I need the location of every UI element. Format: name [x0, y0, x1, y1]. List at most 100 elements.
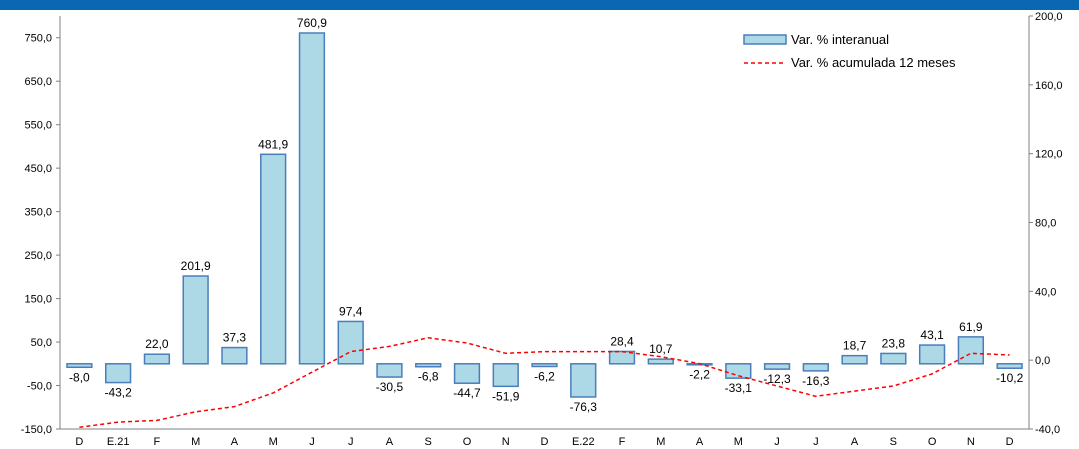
right-tick-label: 0,0: [1035, 355, 1050, 367]
bar-value-label: 18,7: [843, 339, 867, 353]
bar-value-label: 23,8: [882, 336, 906, 350]
bar: [298, 32, 326, 365]
bar-value-label: -10,2: [996, 371, 1024, 385]
left-tick-label: 650,0: [24, 76, 52, 88]
bar: [880, 352, 907, 365]
x-tick-label: N: [502, 436, 510, 448]
bar-value-label: 481,9: [258, 137, 288, 151]
bar-value-label: 201,9: [181, 259, 211, 273]
bar-value-label: -12,3: [763, 372, 791, 386]
bar-value-label: 37,3: [223, 331, 247, 345]
bar: [376, 363, 403, 378]
x-tick-label: J: [774, 436, 780, 448]
bar-value-label: 22,0: [145, 337, 169, 351]
bar: [337, 320, 364, 365]
bar: [647, 358, 674, 365]
bar: [66, 363, 93, 369]
left-tick-label: -50,0: [27, 381, 52, 393]
legend-label: Var. % interanual: [791, 32, 889, 47]
x-tick-label: D: [75, 436, 83, 448]
x-tick-label: J: [813, 436, 819, 448]
data-labels: -8,0 -43,2 22,0 201,9 37,3 481,9 760,9 97,4 -30,…: [69, 16, 1024, 414]
bar: [918, 344, 946, 365]
x-tick-label: E.22: [572, 436, 595, 448]
legend: Var. % interanual Var. % acumulada 12 mes…: [743, 32, 956, 70]
bar-value-label: 10,7: [649, 342, 673, 356]
bar: [260, 153, 287, 365]
bar: [453, 363, 481, 384]
bar: [104, 363, 132, 384]
bar: [492, 363, 519, 388]
bar-value-label: -44,7: [453, 386, 481, 400]
x-tick-label: S: [890, 436, 897, 448]
bar: [143, 353, 171, 365]
left-tick-label: 550,0: [24, 120, 52, 132]
bar-value-label: 28,4: [610, 334, 634, 348]
header-bar: [0, 0, 1079, 10]
bar-value-label: 760,9: [297, 16, 327, 30]
x-tick-label: F: [619, 436, 626, 448]
bar: [725, 363, 752, 379]
x-tick-label: S: [425, 436, 432, 448]
x-tick-label: A: [386, 436, 394, 448]
x-tick-label: A: [231, 436, 239, 448]
bar-value-label: -43,2: [104, 386, 132, 400]
bar: [996, 363, 1023, 369]
bar: [531, 363, 558, 368]
x-tick-label: E.21: [107, 436, 130, 448]
bar-value-label: -76,3: [570, 400, 598, 414]
axes: -150,0 -50,0 50,0 150,0 250,0 350,0 450,0 550,0…: [21, 11, 1063, 448]
bar: [763, 363, 791, 370]
bar-value-label: -16,3: [802, 374, 830, 388]
x-tick-label: J: [309, 436, 315, 448]
x-tick-label: D: [541, 436, 549, 448]
legend-bar-swatch: [743, 34, 787, 45]
bar-value-label: -6,2: [534, 369, 555, 383]
bar: [221, 346, 248, 365]
bar-value-label: -8,0: [69, 370, 90, 384]
bar-value-label: 97,4: [339, 304, 363, 318]
bar-value-label: 61,9: [959, 320, 983, 334]
line-series: [79, 337, 1010, 429]
legend-label: Var. % acumulada 12 meses: [791, 55, 956, 70]
bar-value-label: -51,9: [492, 389, 520, 403]
bar-value-label: -30,5: [376, 380, 404, 394]
x-tick-label: M: [269, 436, 278, 448]
x-tick-label: J: [348, 436, 354, 448]
right-tick-label: 160,0: [1035, 80, 1063, 92]
x-tick-label: O: [463, 436, 472, 448]
bar: [608, 350, 636, 365]
bar-value-label: 43,1: [920, 328, 944, 342]
left-tick-label: 150,0: [24, 294, 52, 306]
left-tick-label: 450,0: [24, 163, 52, 175]
left-tick-label: 50,0: [31, 337, 52, 349]
left-tick-label: 350,0: [24, 207, 52, 219]
x-tick-label: M: [191, 436, 200, 448]
bar-value-label: -33,1: [725, 381, 753, 395]
x-tick-label: O: [928, 436, 937, 448]
bar-value-label: -6,8: [418, 370, 439, 384]
x-tick-label: A: [696, 436, 704, 448]
bar: [802, 363, 829, 372]
x-tick-label: M: [656, 436, 665, 448]
left-tick-label: 250,0: [24, 250, 52, 262]
right-tick-label: 200,0: [1035, 11, 1063, 23]
x-tick-label: N: [967, 436, 975, 448]
cumulative-line: [79, 337, 1010, 429]
x-tick-label: A: [851, 436, 859, 448]
right-tick-label: 80,0: [1035, 218, 1056, 230]
bar: [182, 275, 209, 365]
bar: [957, 336, 985, 365]
left-tick-label: 750,0: [24, 33, 52, 45]
bar: [841, 354, 868, 365]
x-tick-label: M: [734, 436, 743, 448]
bar: [570, 363, 597, 398]
bar-value-label: -2,2: [689, 368, 710, 382]
x-tick-label: F: [154, 436, 161, 448]
right-tick-label: 40,0: [1035, 286, 1056, 298]
left-tick-label: -150,0: [21, 424, 52, 436]
right-tick-label: -40,0: [1035, 424, 1060, 436]
right-tick-label: 120,0: [1035, 149, 1063, 161]
bar: [415, 363, 442, 368]
